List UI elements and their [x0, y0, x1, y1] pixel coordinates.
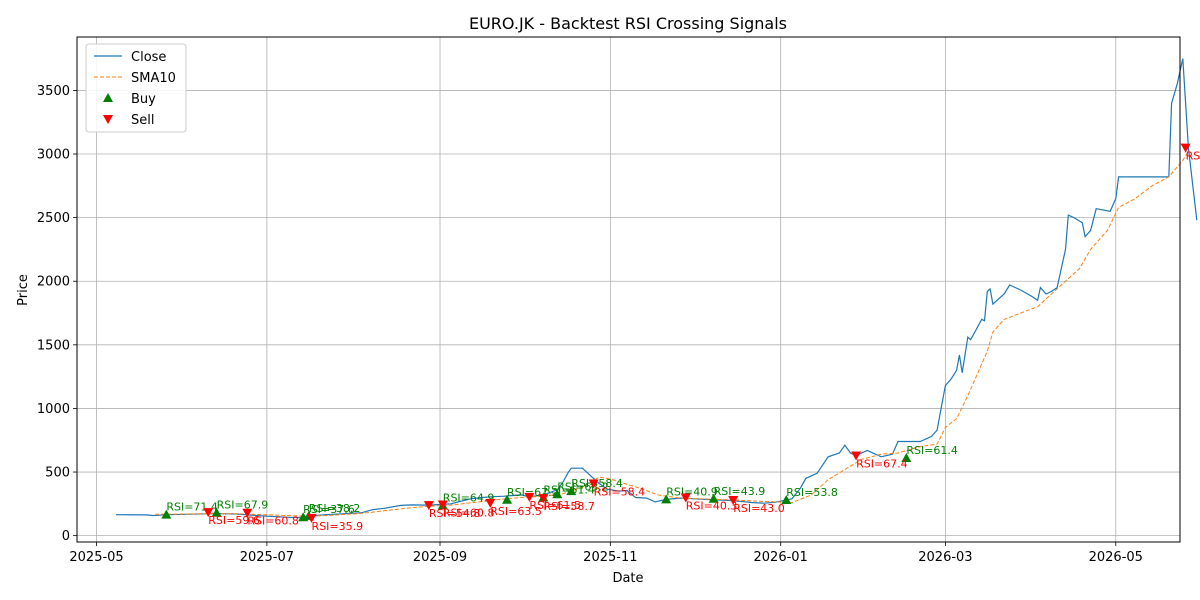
sell-label: RSI=61.5 — [529, 499, 581, 512]
buy-marker — [502, 494, 513, 504]
buy-label: RSI=67.9 — [217, 499, 269, 512]
buy-marker — [552, 489, 563, 499]
sell-label: RSI=40.3 — [686, 499, 738, 512]
sell-label: RSI=54.8 — [429, 507, 481, 520]
sma10-line — [155, 151, 1189, 517]
x-tick-label: 2025-11 — [583, 550, 637, 565]
buy-label: RSI=58.4 — [571, 477, 623, 490]
y-tick-label: 2500 — [37, 211, 70, 226]
sell-marker — [203, 508, 214, 518]
sell-marker — [851, 451, 862, 461]
buy-label: RSI=61.4 — [906, 444, 958, 457]
buy-label: RSI=53.8 — [786, 486, 838, 499]
x-tick-label: 2025-07 — [240, 550, 294, 565]
sell-marker — [306, 513, 317, 523]
y-tick-label: 1000 — [37, 402, 70, 417]
buy-label: RSI=38.2 — [309, 502, 361, 515]
sell-label: RSI=58.7 — [543, 500, 595, 513]
y-tick-label: 2000 — [37, 275, 70, 290]
sell-label: RSI=43.0 — [733, 502, 785, 515]
sell-label: RSI=59.7 — [1186, 150, 1200, 163]
x-tick-label: 2026-01 — [754, 550, 808, 565]
x-tick-label: 2025-09 — [413, 550, 467, 565]
sell-label: RSI=63.5 — [490, 505, 542, 518]
buy-label: RSI=64.9 — [443, 491, 495, 504]
buy-marker — [161, 509, 172, 519]
sell-marker — [728, 496, 739, 506]
buy-label: RSI=40.9 — [666, 485, 718, 498]
legend-label-sma: SMA10 — [131, 71, 176, 86]
buy-marker — [781, 495, 792, 505]
sell-label: RSI=60.8 — [443, 506, 495, 519]
sell-marker — [437, 500, 448, 510]
sell-marker — [242, 508, 253, 518]
sell-label: RSI=59.6 — [208, 514, 260, 527]
buy-marker — [211, 507, 222, 517]
sell-label: RSI=58.4 — [594, 485, 646, 498]
legend-label-sell: Sell — [131, 113, 154, 128]
sell-marker — [524, 492, 535, 502]
buy-marker — [901, 453, 912, 463]
legend-box — [85, 43, 187, 133]
plot-frame — [76, 36, 1181, 543]
grid — [77, 37, 1180, 542]
axis-ticks: 2025-05 2025-07 2025-09 2025-11 2026-01 2026-… — [37, 84, 1143, 565]
sell-label: RSI=35.9 — [312, 520, 364, 533]
legend: Close SMA10 Buy Sell — [85, 43, 187, 133]
close-line — [116, 58, 1198, 519]
legend-label-buy: Buy — [131, 92, 156, 107]
sell-label: RSI=60.8 — [247, 515, 299, 528]
buy-label: RSI=37.6 — [303, 503, 355, 516]
sell-marker — [485, 498, 496, 508]
x-tick-label: 2026-05 — [1089, 550, 1143, 565]
y-tick-label: 3000 — [37, 148, 70, 163]
legend-label-close: Close — [131, 50, 166, 65]
buy-label: RSI=43.9 — [714, 485, 766, 498]
x-tick-label: 2026-03 — [918, 550, 972, 565]
x-axis-title: Date — [612, 571, 643, 586]
y-tick-label: 1500 — [37, 338, 70, 353]
sell-marker — [588, 479, 599, 489]
legend-sell-swatch — [103, 115, 113, 124]
sell-marker — [538, 494, 549, 504]
chart-title: EURO.JK - Backtest RSI Crossing Signals — [469, 14, 787, 33]
x-tick-label: 2025-05 — [69, 550, 123, 565]
y-tick-label: 0 — [62, 529, 70, 544]
sell-marker — [680, 493, 691, 503]
series-layer — [116, 58, 1198, 519]
buy-marker — [566, 486, 577, 496]
sell-marker — [423, 501, 434, 511]
y-tick-label: 3500 — [37, 84, 70, 99]
sell-marker — [1180, 143, 1191, 153]
y-tick-label: 500 — [45, 466, 70, 481]
buy-marker — [708, 493, 719, 503]
legend-buy-swatch — [103, 93, 113, 102]
buy-marker — [661, 494, 672, 504]
y-axis-title: Price — [16, 274, 31, 306]
sell-label: RSI=67.4 — [856, 458, 908, 471]
